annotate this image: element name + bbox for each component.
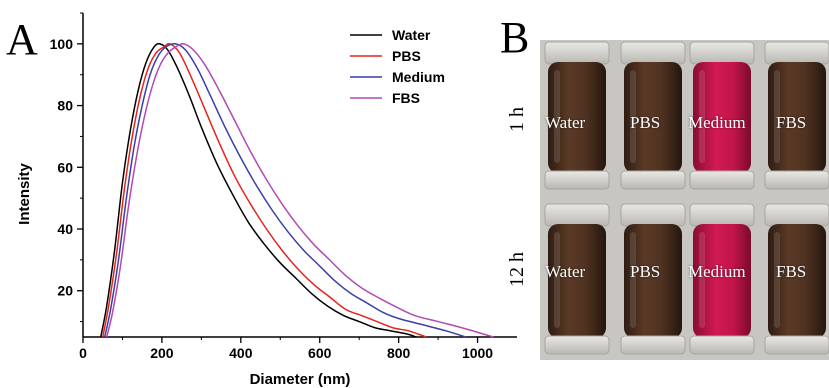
tubes-photo	[540, 40, 829, 360]
chart-ticks: 0 200 400 600 800 1000 20 40 60 80 100	[50, 12, 493, 361]
tube-r1-water-bottom-cap	[544, 170, 610, 190]
tube-r2-pbs-cap	[620, 203, 686, 227]
tube-r1-medium-liquid	[693, 62, 751, 173]
chart-axes	[82, 13, 517, 338]
series-line-medium	[103, 43, 466, 338]
x-tick-label: 600	[308, 345, 332, 361]
tube-r2-water-highlight	[554, 232, 560, 328]
tube-r1-fbs-cap	[764, 41, 829, 65]
tube-r1-water-highlight	[554, 70, 560, 163]
legend-entry-water: Water	[392, 27, 431, 43]
tube-r2-pbs-liquid	[624, 224, 682, 338]
tube-r1-pbs-liquid	[624, 62, 682, 173]
y-tick-label: 40	[57, 221, 73, 237]
tube-r1-medium-cap	[689, 41, 755, 65]
tube-r2-water-cap	[544, 203, 610, 227]
x-tick-label: 1000	[462, 345, 493, 361]
tube-label-r2-water: Water	[545, 262, 586, 281]
y-axis-label: Intensity	[16, 163, 33, 225]
time-label-row-1: 1 h	[506, 107, 528, 132]
x-tick-label: 200	[150, 345, 174, 361]
tube-r2-medium-highlight	[699, 232, 705, 328]
tube-r1-fbs-highlight	[774, 70, 780, 163]
tube-r2-fbs-bottom-cap	[764, 335, 829, 355]
tube-r1-pbs-cap	[620, 41, 686, 65]
tube-label-r1-pbs: PBS	[630, 113, 661, 132]
panel-b-letter: B	[500, 13, 530, 62]
legend-entry-medium: Medium	[392, 69, 445, 85]
series-line-water	[100, 42, 417, 338]
tube-r2-medium-cap	[689, 203, 755, 227]
tube-r2-fbs-liquid	[768, 224, 826, 338]
tube-r1-pbs-highlight	[630, 70, 636, 163]
tube-r1-fbs-liquid	[768, 62, 826, 173]
tube-r1-water-liquid	[548, 62, 606, 173]
tube-r2-fbs-cap	[764, 203, 829, 227]
x-tick-label: 800	[387, 345, 411, 361]
tube-array	[544, 41, 829, 355]
tube-r1-medium-bottom-cap	[689, 170, 755, 190]
legend-entry-pbs: PBS	[392, 48, 421, 64]
legend-entry-fbs: FBS	[392, 90, 420, 106]
tube-r2-fbs-highlight	[774, 232, 780, 328]
series-line-fbs	[105, 43, 494, 338]
y-tick-label: 80	[57, 98, 73, 114]
size-distribution-chart: 0 200 400 600 800 1000 20 40 60 80 100 Water PBS Med…	[16, 12, 517, 388]
time-label-row-2: 12 h	[506, 252, 528, 287]
tube-r2-water-liquid	[548, 224, 606, 338]
series-line-pbs	[101, 42, 427, 338]
y-tick-label: 100	[50, 36, 74, 52]
tube-r1-water-cap	[544, 41, 610, 65]
tube-label-r1-fbs: FBS	[776, 113, 807, 132]
tube-label-r2-pbs: PBS	[630, 262, 661, 281]
tube-r2-pbs-highlight	[630, 232, 636, 328]
chart-legend: Water PBS Medium FBS	[350, 27, 445, 106]
x-tick-label: 400	[229, 345, 253, 361]
tube-r2-medium-bottom-cap	[689, 335, 755, 355]
tube-r2-water-bottom-cap	[544, 335, 610, 355]
panel-a-letter: A	[6, 15, 38, 64]
y-tick-label: 20	[57, 283, 73, 299]
tube-label-r1-water: Water	[545, 113, 586, 132]
tube-r2-pbs-bottom-cap	[620, 335, 686, 355]
x-axis-label: Diameter (nm)	[250, 371, 351, 388]
tube-r1-fbs-bottom-cap	[764, 170, 829, 190]
tube-r2-medium-liquid	[693, 224, 751, 338]
tube-r1-pbs-bottom-cap	[620, 170, 686, 190]
tube-r1-medium-highlight	[699, 70, 705, 163]
y-tick-label: 60	[57, 159, 73, 175]
tube-label-r2-medium: Medium	[688, 262, 746, 281]
tube-label-r2-fbs: FBS	[776, 262, 807, 281]
tube-label-r1-medium: Medium	[688, 113, 746, 132]
x-tick-label: 0	[79, 345, 87, 361]
chart-series-lines	[100, 42, 494, 338]
